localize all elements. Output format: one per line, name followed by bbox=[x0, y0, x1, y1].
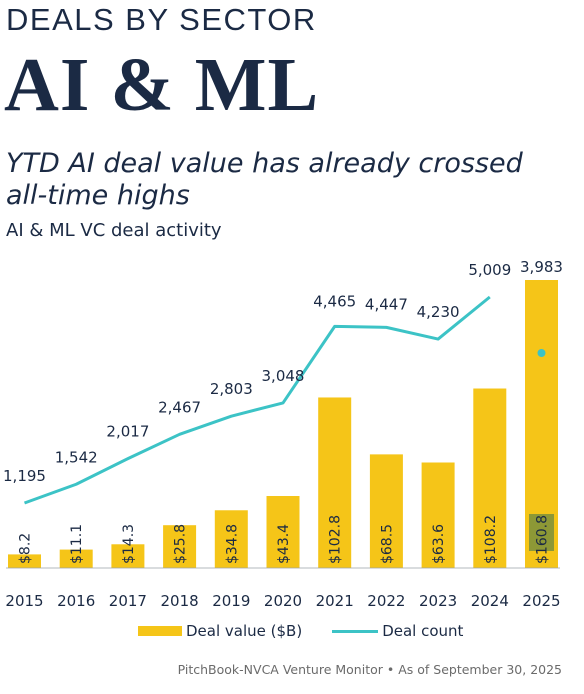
bar-2015 bbox=[8, 554, 41, 568]
line-label-2021: 4,465 bbox=[313, 292, 356, 310]
x-tick-2022: 2022 bbox=[367, 592, 405, 610]
line-label-2022: 4,447 bbox=[365, 295, 408, 313]
bar-2021 bbox=[318, 397, 352, 568]
x-tick-2019: 2019 bbox=[212, 592, 250, 610]
bar-2022 bbox=[369, 454, 403, 568]
x-tick-2020: 2020 bbox=[264, 592, 302, 610]
deal-count-line bbox=[23, 295, 491, 505]
bar-2023 bbox=[421, 462, 455, 568]
line-label-2017: 2,017 bbox=[106, 423, 149, 441]
bar-label-2024: $108.2 bbox=[483, 515, 499, 564]
line-label-2024: 5,009 bbox=[468, 261, 511, 279]
bar-2020 bbox=[266, 496, 300, 568]
x-tick-2024: 2024 bbox=[471, 592, 509, 610]
chart-headline: YTD AI deal value has already crossed al… bbox=[6, 148, 523, 211]
x-tick-2025: 2025 bbox=[522, 592, 560, 610]
bar-label-2016: $11.1 bbox=[69, 524, 85, 564]
chart-legend: Deal value ($B) Deal count bbox=[138, 622, 463, 640]
legend-line-label: Deal count bbox=[382, 622, 464, 640]
bar-2024 bbox=[473, 388, 507, 568]
line-label-2019: 2,803 bbox=[210, 380, 253, 398]
legend-line-swatch bbox=[332, 629, 379, 633]
line-label-2015: 1,195 bbox=[3, 467, 46, 485]
bar-label-2017: $14.3 bbox=[121, 524, 137, 564]
bar-label-2020: $43.4 bbox=[276, 524, 292, 564]
line-label-2016: 1,542 bbox=[55, 448, 98, 466]
bar-label-2023: $63.6 bbox=[431, 524, 447, 564]
bar-2025-highlight bbox=[529, 514, 554, 551]
section-kicker: DEALS BY SECTOR bbox=[6, 2, 317, 37]
bar-2016 bbox=[59, 549, 93, 568]
x-tick-2016: 2016 bbox=[57, 592, 95, 610]
legend-bar-swatch bbox=[138, 626, 182, 636]
legend-bar-label: Deal value ($B) bbox=[186, 622, 303, 640]
line-label-2020: 3,048 bbox=[262, 367, 305, 385]
line-label-2025: 3,983 bbox=[520, 258, 563, 276]
bar-label-2025: $160.8 bbox=[535, 515, 551, 564]
chart-subtitle: AI & ML VC deal activity bbox=[6, 220, 222, 241]
x-tick-2018: 2018 bbox=[161, 592, 199, 610]
bar-label-2022: $68.5 bbox=[379, 524, 395, 564]
bar-label-2018: $25.8 bbox=[173, 524, 189, 564]
sector-title: AI & ML bbox=[4, 43, 320, 127]
deal-activity-chart: $8.2 $11.1 $14.3 $25.8 $34.8 $43.4 $102.8 $68.5… bbox=[3, 258, 563, 610]
bar-label-2019: $34.8 bbox=[224, 524, 240, 564]
bar-2017 bbox=[111, 544, 145, 568]
source-note: PitchBook-NVCA Venture Monitor • As of S… bbox=[177, 662, 562, 677]
x-tick-2021: 2021 bbox=[316, 592, 354, 610]
x-tick-2023: 2023 bbox=[419, 592, 457, 610]
line-label-2018: 2,467 bbox=[158, 398, 201, 416]
bar-label-2021: $102.8 bbox=[328, 515, 344, 564]
x-tick-2015: 2015 bbox=[5, 592, 43, 610]
bar-2019 bbox=[214, 510, 248, 568]
bar-label-2015: $8.2 bbox=[18, 533, 34, 564]
deal-count-point-2025 bbox=[537, 349, 546, 357]
line-label-2023: 4,230 bbox=[417, 303, 460, 321]
bar-2018 bbox=[163, 525, 197, 568]
x-tick-2017: 2017 bbox=[109, 592, 147, 610]
